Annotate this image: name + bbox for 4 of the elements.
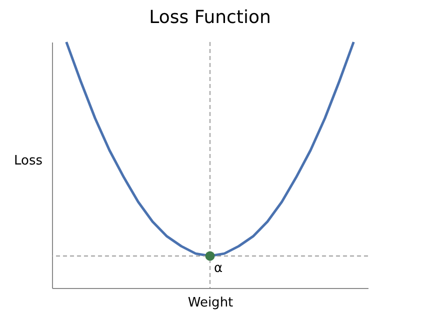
chart-title: Loss Function — [149, 6, 271, 28]
x-axis-title: Weight — [188, 296, 234, 310]
y-axis-title: Loss — [14, 154, 43, 168]
annotation: α — [214, 261, 223, 276]
